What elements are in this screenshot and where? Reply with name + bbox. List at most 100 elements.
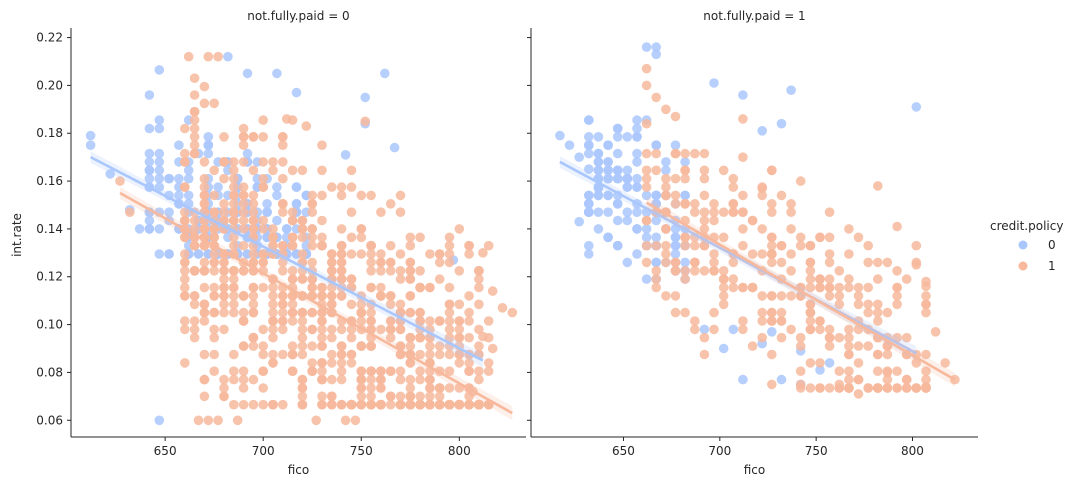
scatter-point xyxy=(728,173,739,184)
scatter-point xyxy=(434,249,445,259)
scatter-point xyxy=(651,215,661,226)
scatter-point xyxy=(336,341,347,351)
scatter-point xyxy=(307,341,318,351)
scatter-point xyxy=(174,140,184,150)
scatter-point xyxy=(863,307,873,318)
scatter-point xyxy=(380,68,390,79)
scatter-point xyxy=(297,232,308,243)
scatter-point xyxy=(901,274,912,284)
scatter-point xyxy=(385,316,396,326)
scatter-point xyxy=(699,240,710,251)
scatter-point xyxy=(180,291,190,301)
scatter-point xyxy=(327,324,337,335)
scatter-point xyxy=(154,182,165,192)
scatter-point xyxy=(834,299,845,310)
scatter-point xyxy=(350,415,361,426)
scatter-point xyxy=(317,190,327,201)
scatter-point xyxy=(356,391,367,402)
scatter-point xyxy=(622,132,633,142)
scatter-point xyxy=(336,182,347,192)
scatter-point xyxy=(356,307,367,318)
scatter-point xyxy=(268,358,278,368)
scatter-point xyxy=(795,341,806,351)
scatter-point xyxy=(376,383,386,393)
scatter-point xyxy=(747,249,758,259)
fit-line-1 xyxy=(645,201,956,381)
scatter-point xyxy=(180,324,190,335)
scatter-point xyxy=(844,249,854,259)
scatter-point xyxy=(209,366,219,377)
scatter-point xyxy=(757,190,767,201)
scatter-point xyxy=(690,240,700,251)
scatter-point xyxy=(307,257,318,268)
scatter-point xyxy=(209,207,219,217)
scatter-point xyxy=(376,282,386,293)
scatter-point xyxy=(454,358,465,368)
scatter-point xyxy=(229,157,239,167)
scatter-point xyxy=(219,282,229,293)
scatter-point xyxy=(278,140,288,150)
scatter-point xyxy=(199,282,210,293)
scatter-point xyxy=(478,331,488,342)
scatter-point xyxy=(238,291,249,301)
scatter-point xyxy=(892,383,902,393)
scatter-point xyxy=(356,316,367,326)
scatter-point xyxy=(767,327,777,337)
scatter-point xyxy=(873,366,883,377)
scatter-point xyxy=(709,199,719,209)
scatter-point xyxy=(767,249,777,259)
scatter-point xyxy=(287,274,298,284)
scatter-point xyxy=(262,207,272,217)
scatter-point xyxy=(651,165,661,176)
scatter-point xyxy=(738,374,748,385)
scatter-point xyxy=(718,207,729,217)
scatter-point xyxy=(632,132,642,142)
scatter-point xyxy=(376,207,386,217)
scatter-point xyxy=(405,358,416,368)
scatter-point xyxy=(238,207,249,217)
scatter-point xyxy=(405,332,416,343)
scatter-point xyxy=(425,341,435,351)
scatter-point xyxy=(356,366,367,377)
scatter-point xyxy=(366,266,376,276)
scatter-point xyxy=(824,291,835,301)
scatter-point xyxy=(356,190,367,201)
scatter-point xyxy=(434,391,445,402)
scatter-point xyxy=(651,140,661,150)
scatter-point xyxy=(747,215,758,226)
scatter-point xyxy=(690,316,700,326)
scatter-point xyxy=(405,274,416,284)
scatter-point xyxy=(805,358,816,368)
x-tick-label: 800 xyxy=(901,444,924,458)
scatter-point xyxy=(612,132,623,142)
scatter-point xyxy=(612,240,623,251)
scatter-point xyxy=(651,190,661,201)
scatter-point xyxy=(125,207,135,217)
scatter-point xyxy=(651,232,661,243)
scatter-point xyxy=(911,260,922,270)
scatter-point xyxy=(180,316,190,326)
scatter-point xyxy=(632,115,642,125)
scatter-point xyxy=(661,190,671,201)
scatter-point xyxy=(670,140,681,150)
scatter-point xyxy=(317,215,327,226)
scatter-point xyxy=(287,316,298,326)
scatter-point xyxy=(356,399,367,410)
scatter-point xyxy=(795,332,806,343)
scatter-point xyxy=(632,148,642,159)
scatter-point xyxy=(483,240,494,251)
scatter-point xyxy=(844,274,854,284)
scatter-point xyxy=(483,316,494,326)
scatter-point xyxy=(795,366,806,377)
scatter-point xyxy=(873,383,883,393)
scatter-point xyxy=(844,224,854,234)
scatter-point xyxy=(395,307,406,318)
scatter-point xyxy=(815,282,825,293)
scatter-point xyxy=(670,249,681,259)
scatter-point xyxy=(632,123,642,134)
scatter-point xyxy=(483,366,494,377)
scatter-point xyxy=(444,282,455,293)
scatter-point xyxy=(395,249,406,259)
scatter-point xyxy=(317,165,327,176)
x-tick-label: 700 xyxy=(252,444,275,458)
